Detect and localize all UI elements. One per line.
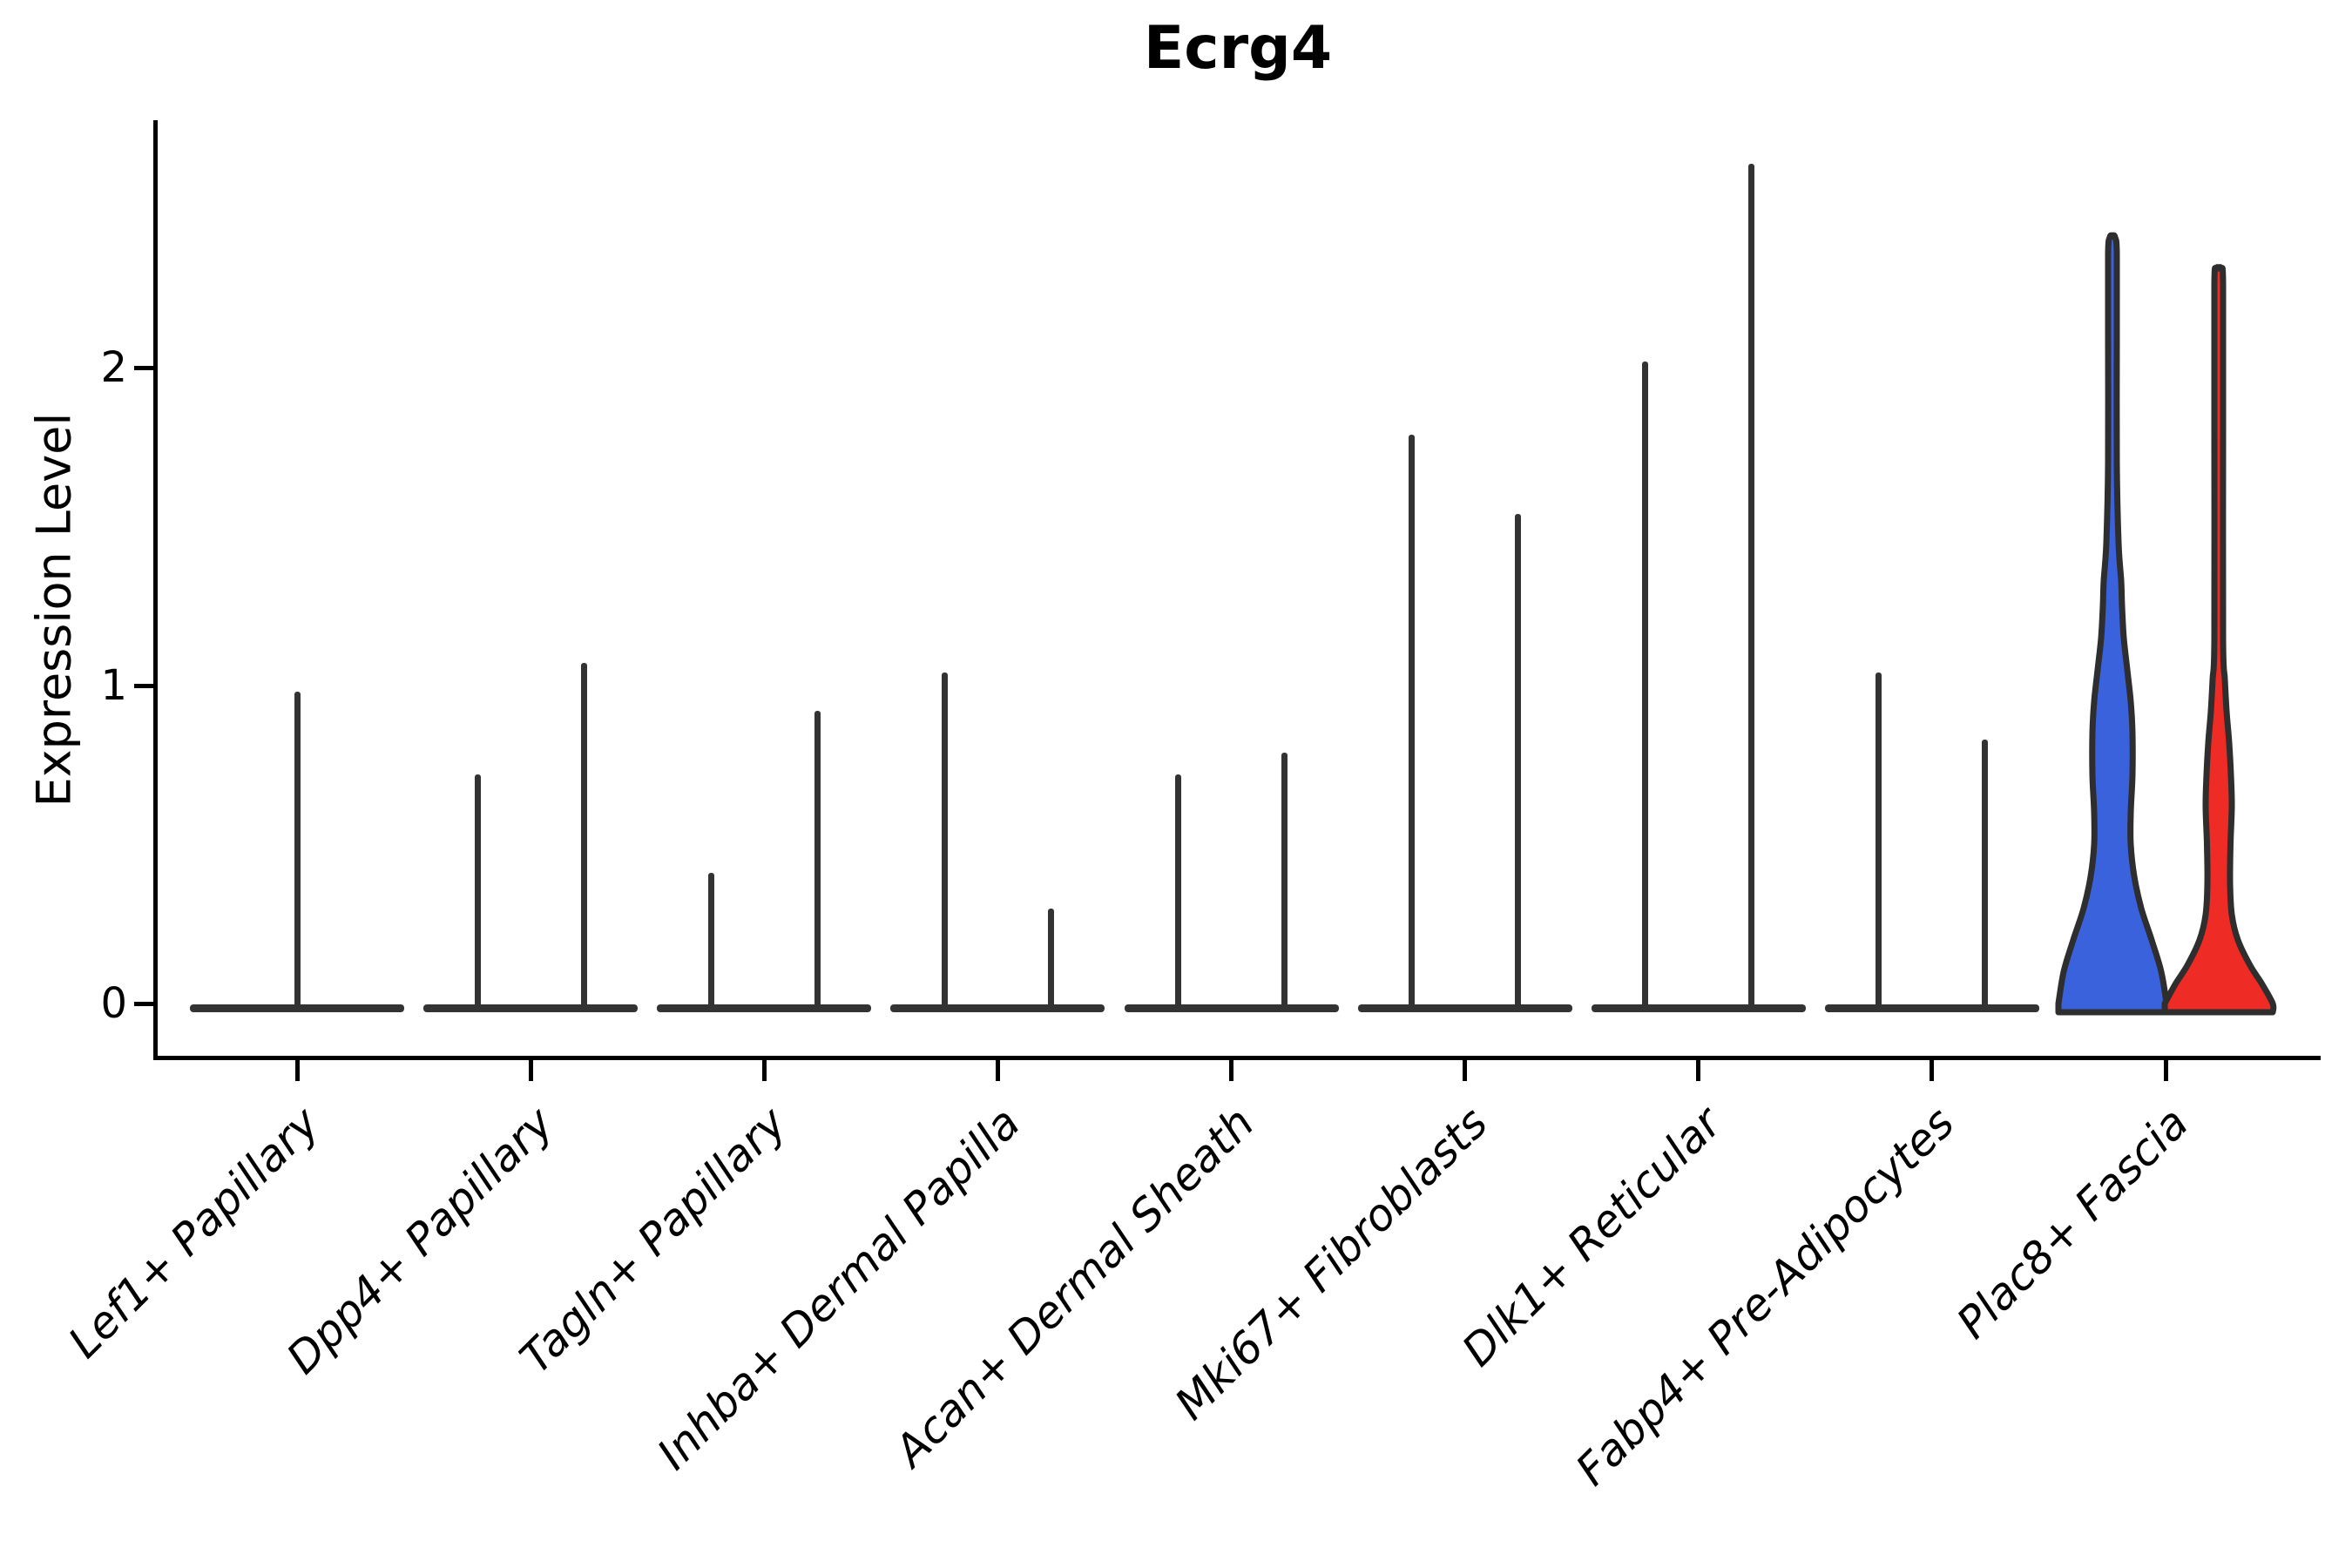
y-axis-line xyxy=(153,120,158,1060)
x-category-label: Fabp4+ Pre-Adipocytes xyxy=(1566,1097,1964,1496)
violin-spike xyxy=(294,692,301,1012)
x-category-label: Plac8+ Fascia xyxy=(1946,1097,2198,1348)
x-category-label: Lef1+ Papillary xyxy=(58,1097,329,1369)
x-tick-mark xyxy=(1696,1058,1701,1081)
y-tick-label: 0 xyxy=(100,979,127,1028)
violin-spike xyxy=(707,873,714,1012)
violin-baseline-slab xyxy=(423,1004,639,1012)
y-tick-mark xyxy=(134,365,155,370)
x-tick-mark xyxy=(528,1058,533,1081)
violin-spike xyxy=(1515,513,1522,1012)
x-tick-mark xyxy=(1229,1058,1233,1081)
violin-spike xyxy=(580,663,587,1012)
violin-spike xyxy=(1982,740,1989,1012)
y-tick-mark xyxy=(134,1001,155,1006)
violin-spike xyxy=(474,774,481,1012)
violin-spike xyxy=(1642,361,1649,1012)
x-tick-mark xyxy=(1463,1058,1468,1081)
x-tick-mark xyxy=(761,1058,767,1081)
violin-spike xyxy=(941,672,948,1012)
x-tick-mark xyxy=(995,1058,1000,1081)
violin-spike xyxy=(1876,672,1882,1012)
violin-spike xyxy=(1281,752,1288,1012)
violin-spike xyxy=(1409,434,1416,1012)
violin-spike xyxy=(814,711,821,1012)
violin-baseline-slab xyxy=(1357,1004,1572,1012)
violin-spike xyxy=(1748,164,1755,1012)
violin-spike xyxy=(1047,908,1054,1012)
y-axis-label: Expression Level xyxy=(26,412,82,808)
violin-spike xyxy=(1175,774,1181,1012)
x-tick-mark xyxy=(2163,1058,2168,1081)
y-tick-label: 2 xyxy=(100,343,127,392)
violin-outline xyxy=(2055,232,2170,1016)
y-tick-mark xyxy=(134,683,155,688)
violin-baseline-slab xyxy=(1124,1004,1339,1012)
x-category-label: Dlk1+ Reticular xyxy=(1451,1097,1731,1376)
x-tick-mark xyxy=(294,1058,300,1081)
violin-baseline-slab xyxy=(657,1004,872,1012)
y-tick-label: 1 xyxy=(100,661,127,710)
x-tick-mark xyxy=(1930,1058,1935,1081)
violin-baseline-slab xyxy=(890,1004,1105,1012)
violin-body-blue xyxy=(2055,232,2170,1016)
violin-baseline-slab xyxy=(1824,1004,2039,1012)
violin-outline xyxy=(2161,264,2277,1016)
violin-baseline-slab xyxy=(1591,1004,1806,1012)
x-axis-line xyxy=(153,1056,2321,1060)
chart-title: Ecrg4 xyxy=(1143,14,1333,83)
violin-body-red xyxy=(2161,264,2277,1016)
